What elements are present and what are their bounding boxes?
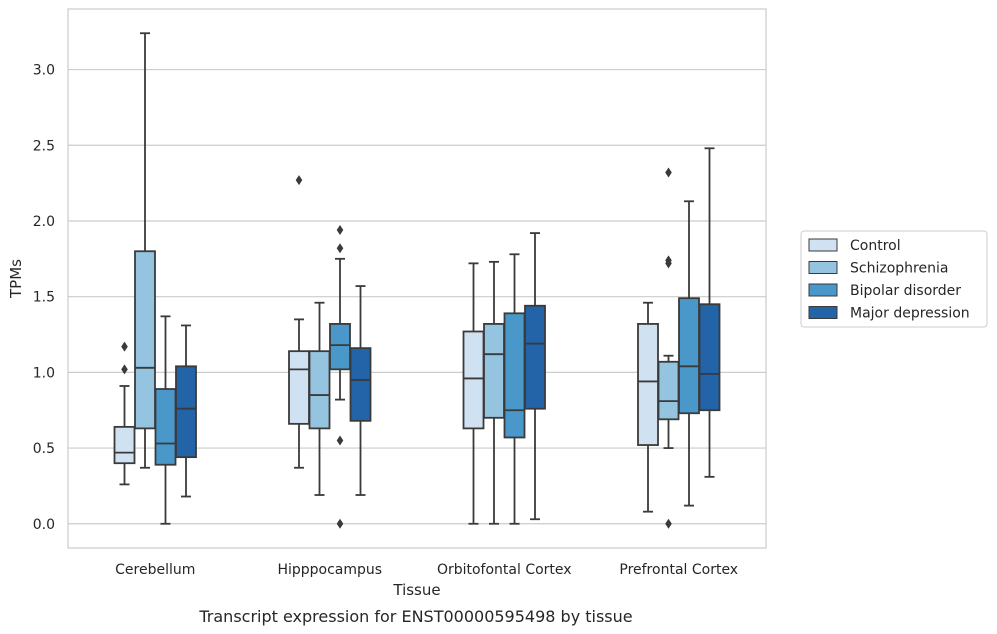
box-iqr <box>113 425 136 465</box>
y-tick-label: 2.5 <box>33 138 55 154</box>
x-axis-ticks: Cerebellum Hipppocampus Orbitofontal Corte… <box>115 562 738 578</box>
box-3-2 <box>678 200 700 507</box>
box-iqr <box>462 330 485 430</box>
box-iqr <box>524 304 546 410</box>
outlier-point <box>336 243 344 254</box>
box-2-1 <box>483 260 505 525</box>
box-1-3 <box>349 285 372 496</box>
box-iqr <box>175 365 197 459</box>
outlier-point <box>665 167 672 178</box>
outlier-point <box>665 518 672 529</box>
box-iqr <box>483 323 505 419</box>
legend-frame <box>800 230 988 328</box>
legend-swatch <box>808 283 838 297</box>
y-tick-label: 1.5 <box>33 290 55 306</box>
x-tick-label: Orbitofontal Cortex <box>437 562 572 578</box>
box-iqr <box>698 303 721 412</box>
y-tick-label: 1.0 <box>33 365 55 381</box>
y-axis-label: TPMs <box>7 259 25 299</box>
legend: Control Schizophrenia Bipolar disorder Majo… <box>800 230 988 328</box>
x-tick-label: Hipppocampus <box>277 562 382 578</box>
box-2-3 <box>524 232 546 521</box>
y-tick-label: 2.0 <box>33 214 55 230</box>
box-iqr <box>329 323 351 371</box>
box-iqr <box>154 388 177 466</box>
box-iqr <box>503 312 526 439</box>
box-3-1 <box>657 167 680 529</box>
box-3-0 <box>637 301 659 513</box>
box-iqr <box>134 250 156 430</box>
outlier-point <box>121 364 128 375</box>
box-1-0 <box>288 175 310 469</box>
box-1-2 <box>329 225 351 529</box>
outlier-point <box>295 175 303 186</box>
x-tick-label: Prefrontal Cortex <box>619 562 738 578</box>
legend-label: Bipolar disorder <box>850 283 961 299</box>
box-0-1 <box>134 32 156 469</box>
box-1-1 <box>308 301 331 496</box>
box-iqr <box>637 323 659 446</box>
x-tick-label: Cerebellum <box>115 562 195 578</box>
box-iqr <box>678 297 700 415</box>
box-2-2 <box>503 253 526 525</box>
box-2-0 <box>462 262 485 525</box>
legend-label: Schizophrenia <box>850 261 948 277</box>
legend-swatch <box>808 238 838 252</box>
y-tick-label: 3.0 <box>33 63 55 79</box>
figure-caption: Transcript expression for ENST0000059549… <box>198 607 632 626</box>
legend-label: Control <box>850 238 901 254</box>
legend-swatch <box>808 306 838 319</box>
y-tick-label: 0.0 <box>33 517 55 533</box>
legend-label: Major depression <box>850 306 970 322</box>
outlier-point <box>121 341 128 352</box>
outlier-point <box>336 435 344 446</box>
box-series <box>113 32 721 529</box>
outlier-point <box>336 225 344 236</box>
x-axis-label: Tissue <box>392 581 440 599</box>
plot-frame <box>67 8 767 549</box>
outlier-point <box>665 255 672 266</box>
box-3-3 <box>698 147 721 478</box>
y-axis-ticks: 0.0 0.5 1.0 1.5 2.0 2.5 3.0 <box>33 63 55 533</box>
box-0-2 <box>154 315 177 525</box>
box-iqr <box>349 347 372 422</box>
legend-swatch <box>808 261 838 274</box>
box-iqr <box>657 360 680 421</box>
box-0-3 <box>175 324 197 498</box>
y-tick-label: 0.5 <box>33 441 55 457</box>
box-iqr <box>308 350 331 430</box>
box-iqr <box>288 350 310 425</box>
box-0-0 <box>113 341 136 486</box>
outlier-point <box>336 518 344 529</box>
